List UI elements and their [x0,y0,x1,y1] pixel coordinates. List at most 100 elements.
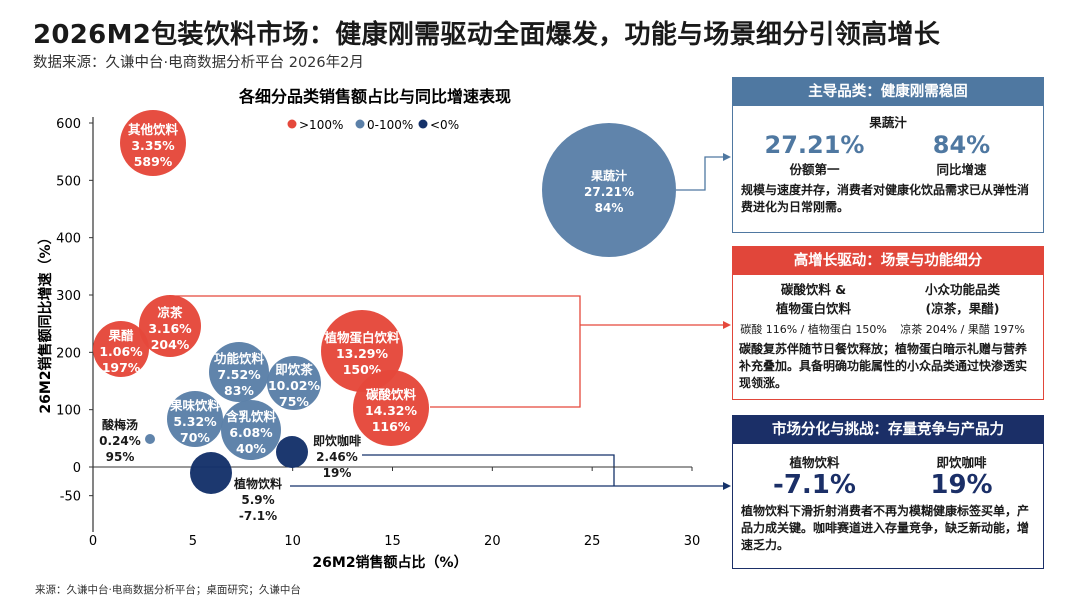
legend-marker [418,119,428,129]
x-tick-label: 15 [384,534,401,549]
bubble-mark [209,342,269,402]
bubble-mark [276,436,308,468]
challenge-coffee-label: 即饮咖啡 [936,455,987,470]
x-tick-label: 30 [684,534,701,549]
bubble-growth-label: 84% [595,201,624,215]
arrow-head [723,482,731,490]
bubble-12: 果蔬汁 27.21% 84% [542,123,676,257]
y-tick-label: -50 [60,490,81,505]
bubble-growth-label: 150% [343,362,382,377]
connector-coffee [362,454,615,486]
panel-challenge: 市场分化与挑战：存量竞争与产品力 植物饮料 -7.1% 即饮咖啡 19% 植物饮料下… [732,415,1044,569]
x-tick-label: 5 [189,534,197,549]
y-tick-label: 100 [56,404,81,419]
growth-desc: 碳酸复苏伴随节日餐饮释放；植物蛋白暗示礼赠与营养补充叠加。具备明确功能属性的小众… [739,342,1028,390]
y-tick-label: 500 [56,174,81,189]
legend-label: <0% [430,118,459,132]
bubble-mark [221,400,281,460]
bubble-2: 凉茶3.16%204% [139,295,201,357]
bubble-growth-label: -7.1% [239,509,277,523]
bubble-growth-label: 70% [180,430,210,445]
bubble-mark [93,321,149,377]
bubble-share-label: 5.32% [173,414,217,429]
bubble-mark [353,370,429,446]
bubble-share-label: 3.35% [131,138,175,153]
bubbles: 其他饮料3.35%589%果醋1.06%197%凉茶3.16%204%功能饮料7… [93,110,676,523]
bubble-share-label: 2.46% [316,450,358,464]
growth-group2-detail: 凉茶 204% / 果醋 197% [900,323,1025,336]
bubble-mark [267,356,321,410]
challenge-plant-value: -7.1% [773,470,856,500]
y-tick-label: 600 [56,117,81,132]
arrow-head [723,153,731,161]
panel-leader: 主导品类：健康刚需稳固 果蔬汁 27.21% 份额第一 84% 同比增速 规模与速度… [732,77,1044,233]
connectors [169,153,731,490]
bubble-growth-label: 589% [134,154,173,169]
panel-growth: 高增长驱动：场景与功能细分 碳酸饮料 & 植物蛋白饮料 碳酸 116% / 植物蛋白… [732,246,1044,400]
bubble-name: 碳酸饮料 [366,387,417,402]
bubble-name: 植物饮料 [233,476,282,491]
challenge-plant-label: 植物饮料 [789,455,840,470]
challenge-coffee-value: 19% [930,470,993,500]
bubble-share-label: 10.02% [268,378,321,393]
growth-group2-name1: 小众功能品类 [924,282,1000,297]
bubble-mark [120,110,186,176]
bubble-name: 其他饮料 [128,122,179,137]
bubble-share-label: 0.24% [99,434,141,448]
bubble-name: 果蔬汁 [590,168,627,183]
bubble-share-label: 5.9% [241,493,274,507]
bubble-mark [190,452,232,494]
bubble-name: 酸梅汤 [102,417,138,432]
legend-label: 0-100% [367,118,413,132]
y-tick-label: 400 [56,232,81,247]
x-axis-label: 26M2销售额占比（%） [312,554,467,571]
growth-group1-name1: 碳酸饮料 & [780,282,847,297]
leader-desc: 规模与速度并存，消费者对健康化饮品需求已从弹性消费进化为日常刚需。 [741,183,1030,214]
y-axis-label: 26M2销售额同比增速（%） [37,230,54,413]
legend-marker [287,119,297,129]
bubble-growth-label: 83% [224,383,254,398]
bubble-growth-label: 75% [279,394,309,409]
bubble-share-label: 7.52% [217,367,261,382]
leader-share-label: 份额第一 [789,162,840,177]
bubble-growth-label: 116% [372,419,411,434]
bubble-share-label: 1.06% [99,344,143,359]
legend: >100% 0-100% <0% [287,118,459,132]
footer-source: 来源：久谦中台·电商数据分析平台；桌面研究；久谦中台 [35,584,301,596]
leader-category: 果蔬汁 [869,115,907,130]
bubble-name: 即饮咖啡 [313,433,361,448]
bubble-growth-label: 197% [102,360,141,375]
bubble-growth-label: 19% [323,466,352,480]
bubble-share-label: 6.08% [229,425,273,440]
x-tick-label: 0 [89,534,97,549]
chart-title: 各细分品类销售额占比与同比增速表现 [238,87,511,106]
panel-challenge-title: 市场分化与挑战：存量竞争与产品力 [733,416,1043,444]
panel-growth-title: 高增长驱动：场景与功能细分 [733,247,1043,275]
bubble-name: 含乳饮料 [225,409,277,424]
bubble-name: 果醋 [107,328,134,343]
x-tick-label: 25 [584,534,601,549]
x-tick-label: 20 [484,534,501,549]
bubble-name: 果味饮料 [169,398,221,413]
legend-label: >100% [299,118,343,132]
bubble-mark [167,391,223,447]
panel-leader-title: 主导品类：健康刚需稳固 [733,78,1043,106]
leader-growth-value: 84% [932,131,991,159]
bubble-growth-label: 204% [151,337,190,352]
x-tick-label: 10 [284,534,301,549]
growth-group1-name2: 植物蛋白饮料 [775,301,851,316]
bubble-name: 功能饮料 [214,351,265,366]
bubble-growth-label: 40% [236,441,266,456]
bubble-1: 果醋1.06%197% [93,321,149,377]
bubble-share-label: 13.29% [336,346,389,361]
bubble-mark [139,295,201,357]
bubble-name: 植物蛋白饮料 [323,330,400,345]
bubble-share-label: 3.16% [148,321,192,336]
growth-group2-name2: (凉茶，果醋) [925,301,1000,316]
